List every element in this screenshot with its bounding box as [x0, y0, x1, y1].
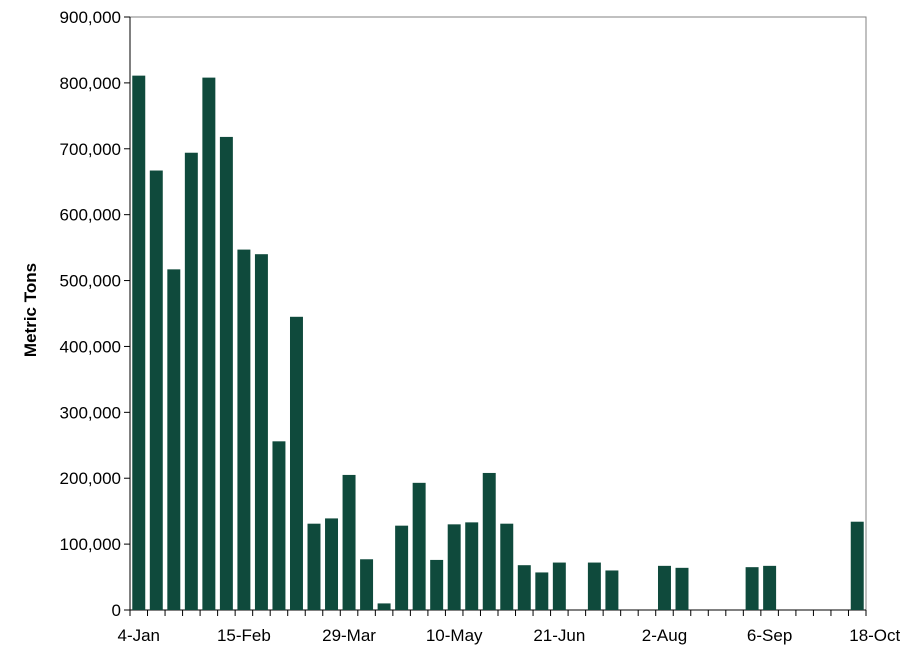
bar: [675, 567, 689, 610]
bar: [325, 518, 339, 610]
bar: [430, 559, 444, 610]
y-tick-label: 0: [112, 601, 121, 620]
y-axis-title: Metric Tons: [21, 263, 40, 357]
bar: [535, 572, 549, 610]
bar: [289, 316, 303, 610]
bar: [342, 474, 356, 610]
bar: [237, 249, 251, 611]
bar: [184, 152, 198, 610]
y-axis-title-group: Metric Tons: [21, 263, 40, 357]
bar: [850, 521, 864, 610]
bar: [219, 136, 233, 610]
bar: [254, 254, 268, 610]
x-tick-label: 29-Mar: [322, 626, 376, 645]
y-tick-label: 900,000: [60, 8, 121, 27]
bar: [482, 472, 496, 610]
bar: [465, 522, 479, 610]
bar: [272, 441, 286, 610]
x-tick-label: 18-Oct: [849, 626, 900, 645]
bar: [657, 565, 671, 610]
x-axis: 4-Jan 15-Feb 29-Mar 10-May 21-Jun 2-Aug 6-Sep 1…: [117, 609, 900, 645]
x-tick-label: 15-Feb: [217, 626, 271, 645]
bar: [149, 170, 163, 610]
x-tick-label: 2-Aug: [642, 626, 687, 645]
y-tick-label: 600,000: [60, 206, 121, 225]
bar: [395, 525, 409, 610]
y-axis: 0 100,000 200,000 300,000 400,000 500,000 600,…: [60, 8, 131, 620]
bars: [132, 75, 864, 611]
y-tick-label: 200,000: [60, 469, 121, 488]
x-tick-label: 10-May: [426, 626, 483, 645]
x-tick-label: 4-Jan: [117, 626, 160, 645]
bar: [307, 523, 321, 610]
bar: [587, 562, 601, 610]
bar: [517, 565, 531, 610]
bar: [132, 75, 146, 610]
bar: [763, 565, 777, 610]
bar: [202, 77, 216, 610]
bar: [447, 524, 461, 610]
y-tick-label: 300,000: [60, 403, 121, 422]
bar: [500, 523, 514, 610]
bar: [745, 567, 759, 610]
y-tick-label: 500,000: [60, 272, 121, 291]
x-tick-label: 21-Jun: [533, 626, 585, 645]
bar: [377, 603, 391, 610]
y-tick-label: 100,000: [60, 535, 121, 554]
bar: [552, 562, 566, 610]
bar: [360, 559, 374, 610]
y-tick-label: 700,000: [60, 140, 121, 159]
bar: [167, 269, 181, 610]
y-tick-label: 800,000: [60, 74, 121, 93]
y-tick-label: 400,000: [60, 337, 121, 356]
bar: [412, 482, 426, 610]
x-tick-label: 6-Sep: [747, 626, 792, 645]
bar: [605, 570, 619, 610]
